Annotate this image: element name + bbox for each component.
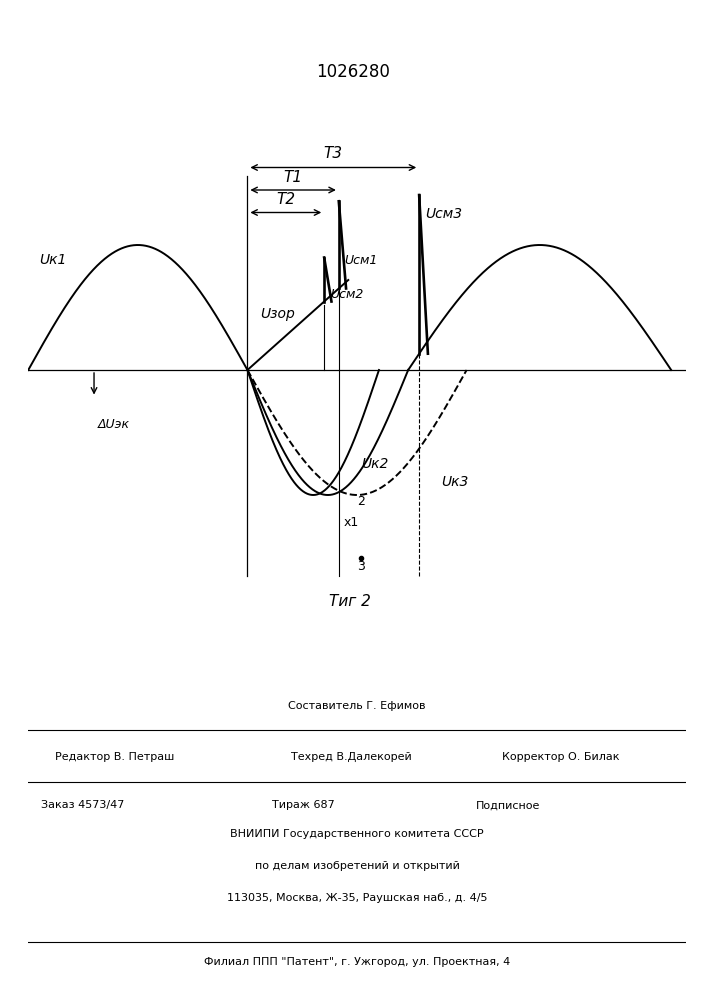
Text: x1: x1 [344,516,359,529]
Text: Корректор О. Билак: Корректор О. Билак [502,752,619,762]
Text: ВНИИПИ Государственного комитета СССР: ВНИИПИ Государственного комитета СССР [230,829,484,839]
Text: Uк2: Uк2 [361,457,388,471]
Text: Составитель Г. Ефимов: Составитель Г. Ефимов [288,701,426,711]
Text: 1026280: 1026280 [317,63,390,81]
Text: Заказ 4573/47: Заказ 4573/47 [42,800,125,810]
Text: Uзор: Uзор [261,307,296,321]
Text: по делам изобретений и открытий: по делам изобретений и открытий [255,861,460,871]
Text: Uк1: Uк1 [39,253,66,267]
Text: T2: T2 [276,192,296,208]
Text: Филиал ППП "Патент", г. Ужгород, ул. Проектная, 4: Филиал ППП "Патент", г. Ужгород, ул. Про… [204,957,510,967]
Text: 3: 3 [357,560,365,573]
Text: Uсм2: Uсм2 [330,288,363,302]
Text: Uсм3: Uсм3 [425,207,462,221]
Text: ΔUэк: ΔUэк [98,418,129,430]
Text: T3: T3 [324,146,343,161]
Text: Τиг 2: Τиг 2 [329,594,370,609]
Text: Uсм1: Uсм1 [344,253,378,266]
Text: Редактор В. Петраш: Редактор В. Петраш [54,752,174,762]
Text: Uк3: Uк3 [441,476,469,489]
Text: 113035, Москва, Ж-35, Раушская наб., д. 4/5: 113035, Москва, Ж-35, Раушская наб., д. … [227,893,487,903]
Text: Тираж 687: Тираж 687 [271,800,334,810]
Text: Техред В.Далекорей: Техред В.Далекорей [291,752,412,762]
Text: Подписное: Подписное [475,800,539,810]
Text: 2: 2 [358,495,366,508]
Text: T1: T1 [284,170,303,185]
